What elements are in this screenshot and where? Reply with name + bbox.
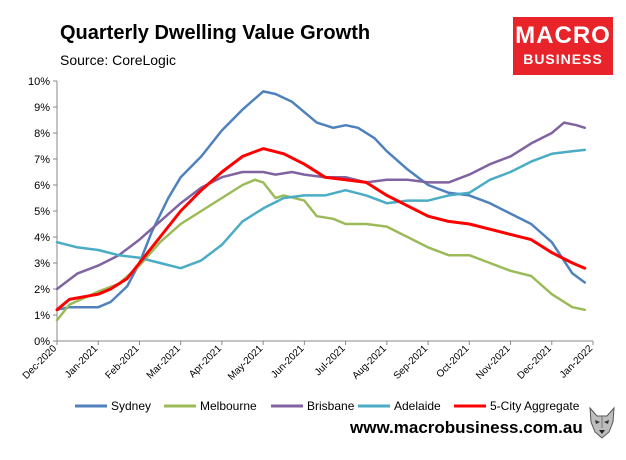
x-tick-label: Nov-2021 (474, 343, 513, 382)
logo-line2: BUSINESS (523, 51, 603, 67)
series-line-melbourne (55, 178, 587, 322)
y-tick-label: 9% (34, 102, 50, 114)
y-tick-label: 2% (34, 284, 50, 296)
y-tick-label: 7% (34, 154, 50, 166)
x-tick-label: Oct-2021 (435, 343, 472, 380)
x-tick-label: Dec-2021 (515, 343, 554, 382)
x-tick-label: Jul-2021 (313, 343, 348, 378)
x-tick-label: Jan-2021 (63, 343, 101, 381)
legend-label-sydney: Sydney (111, 399, 151, 413)
y-tick-label: 10% (28, 76, 50, 88)
macrobusiness-logo: MACRO BUSINESS (513, 17, 613, 75)
x-tick-label: Sep-2021 (392, 343, 431, 382)
series-line-brisbane (55, 121, 587, 291)
x-tick-label: Apr-2021 (187, 343, 224, 380)
series-line-5-city-aggregate (55, 147, 587, 312)
y-tick-label: 0% (34, 336, 50, 348)
x-tick-label: Jan-2022 (558, 343, 596, 381)
series-line-sydney (55, 90, 587, 312)
website-url[interactable]: www.macrobusiness.com.au (350, 418, 583, 437)
x-tick-label: May-2021 (226, 343, 266, 383)
legend-label-adelaide: Adelaide (394, 399, 441, 413)
chart-source: Source: CoreLogic (60, 52, 176, 68)
legend-label-brisbane: Brisbane (307, 399, 355, 413)
x-tick-label: Dec-2020 (21, 343, 60, 382)
x-tick-label: Aug-2021 (351, 343, 390, 382)
legend-label-melbourne: Melbourne (200, 399, 257, 413)
legend-label-5-city-aggregate: 5-City Aggregate (490, 399, 580, 413)
y-tick-label: 4% (34, 232, 50, 244)
x-tick-label: Jun-2021 (269, 343, 307, 381)
y-tick-label: 5% (34, 206, 50, 218)
logo-line1: MACRO (515, 22, 611, 49)
chart-title: Quarterly Dwelling Value Growth (60, 22, 371, 44)
y-tick-label: 6% (34, 180, 50, 192)
series-line-adelaide (55, 148, 587, 270)
y-tick-label: 3% (34, 258, 50, 270)
wolf-logo-icon (589, 406, 615, 439)
x-tick-label: Mar-2021 (145, 343, 183, 381)
y-tick-label: 1% (34, 310, 50, 322)
x-tick-label: Feb-2021 (104, 343, 142, 381)
y-tick-label: 8% (34, 128, 50, 140)
